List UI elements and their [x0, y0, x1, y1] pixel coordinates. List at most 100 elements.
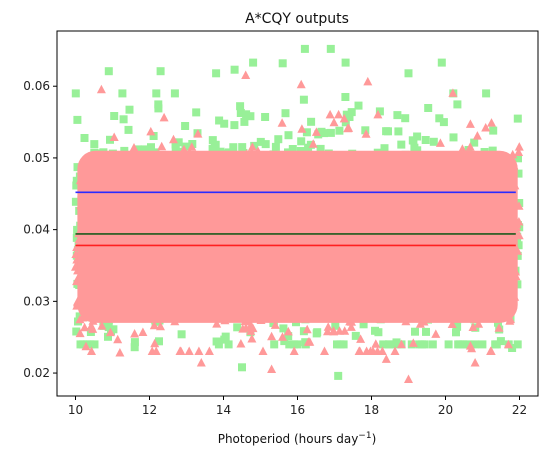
scatter-point	[301, 338, 310, 347]
scatter-point	[193, 129, 203, 138]
scatter-point	[71, 197, 80, 206]
scatter-point	[335, 126, 344, 135]
scatter-point	[431, 329, 441, 338]
scatter-point	[448, 88, 458, 97]
scatter-point	[280, 337, 289, 346]
scatter-point	[393, 111, 402, 120]
scatter-point	[347, 108, 356, 117]
scatter-point	[293, 340, 302, 349]
scatter-point	[109, 325, 118, 334]
scatter-point	[339, 113, 349, 123]
scatter-point	[435, 114, 444, 123]
scatter-point	[439, 118, 448, 127]
scatter-point	[238, 143, 247, 152]
scatter-point	[385, 340, 393, 349]
scatter-point	[196, 358, 206, 367]
scatter-point	[297, 137, 306, 146]
scatter-point	[230, 65, 239, 74]
scatter-point	[453, 100, 462, 109]
scatter-point	[326, 128, 335, 137]
scatter-point	[453, 322, 462, 331]
scatter-point	[404, 69, 413, 78]
scatter-point	[503, 339, 513, 349]
scatter-point	[397, 140, 406, 149]
scatter-point	[404, 374, 413, 383]
scatter-point	[78, 340, 87, 349]
scatter-point	[299, 95, 308, 104]
scatter-point	[311, 127, 321, 136]
scatter-point	[514, 241, 523, 250]
x-axis-title: Photoperiod (hours day−1)	[218, 431, 377, 446]
scatter-point	[356, 334, 366, 343]
y-tick-label: 0.03	[23, 294, 50, 308]
x-tick-label: 12	[142, 403, 157, 417]
scatter-point	[413, 146, 422, 155]
scatter-point	[344, 123, 354, 132]
scatter-point	[296, 79, 306, 89]
scatter-point	[236, 339, 246, 348]
scatter-point	[329, 326, 339, 335]
scatter-point	[345, 113, 354, 121]
scatter-point	[72, 176, 81, 185]
scatter-point	[289, 346, 299, 355]
scatter-point	[457, 144, 467, 153]
scatter-point	[297, 124, 307, 133]
scatter-point	[373, 109, 383, 119]
scatter-point	[396, 339, 406, 349]
scatter-point	[204, 346, 214, 355]
scatter-point	[274, 135, 283, 144]
scatter-point	[494, 323, 504, 332]
scatter-point	[323, 322, 333, 331]
scatter-point	[170, 89, 179, 98]
scatter-point	[184, 346, 194, 355]
scatter-point	[380, 144, 389, 153]
scatter-point	[368, 346, 378, 355]
scatter-point	[384, 127, 392, 136]
scatter-point	[379, 340, 388, 349]
scatter-point	[212, 337, 221, 346]
scatter-point	[408, 338, 418, 347]
scatter-point	[104, 323, 113, 332]
scatter-point	[317, 127, 326, 136]
scatter-point	[331, 321, 340, 330]
scatter-point	[435, 138, 445, 147]
scatter-point	[489, 126, 498, 135]
scatter-point	[130, 338, 139, 347]
scatter-point	[454, 340, 463, 349]
x-axis-title-main: Photoperiod (hours day	[218, 432, 359, 446]
y-tick-label: 0.04	[23, 223, 50, 237]
scatter-point	[241, 70, 251, 79]
scatter-point	[422, 327, 430, 336]
scatter-point	[278, 332, 287, 341]
scatter-point	[302, 128, 311, 137]
scatter-point	[471, 340, 479, 349]
scatter-point	[514, 142, 524, 151]
scatter-point	[487, 118, 496, 127]
x-tick-label: 22	[512, 403, 527, 417]
x-tick-label: 18	[364, 403, 379, 417]
scatter-point	[437, 58, 446, 67]
scatter-point	[354, 101, 363, 110]
scatter-point	[496, 337, 505, 346]
scatter-point	[513, 340, 522, 349]
scatter-point	[238, 363, 246, 372]
scatter-point	[110, 112, 119, 120]
scatter-point	[514, 154, 522, 163]
scatter-point	[267, 364, 277, 373]
scatter-point	[115, 348, 125, 357]
scatter-core	[77, 150, 518, 323]
scatter-point	[212, 69, 221, 78]
scatter-point	[73, 225, 82, 234]
scatter-point	[371, 326, 379, 335]
scatter-point	[307, 117, 316, 126]
scatter-point	[159, 112, 169, 122]
scatter-point	[104, 67, 113, 76]
scatter-point	[277, 118, 287, 127]
scatter-point	[119, 115, 128, 124]
scatter-layer	[71, 44, 524, 383]
scatter-point	[106, 327, 115, 337]
scatter-point	[334, 371, 343, 380]
scatter-point	[73, 115, 82, 124]
scatter-point	[359, 320, 368, 329]
scatter-point	[302, 324, 312, 334]
